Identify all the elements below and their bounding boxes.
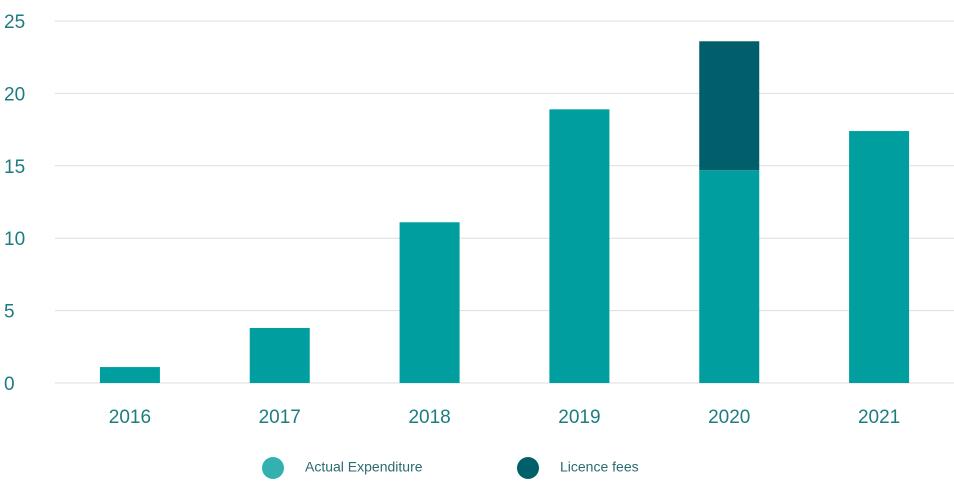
bar-segment: [399, 222, 460, 383]
x-tick-label: 2020: [708, 407, 750, 428]
x-tick-label: 2021: [858, 407, 900, 428]
y-tick-label: 5: [4, 302, 15, 323]
bar-segment: [849, 131, 910, 383]
bar-segment: [249, 327, 310, 383]
x-tick-label: 2017: [259, 407, 301, 428]
legend-swatch: [517, 457, 539, 479]
x-tick-label: 2019: [558, 407, 600, 428]
legend-label: Actual Expenditure: [305, 459, 423, 475]
y-tick-label: 0: [4, 374, 15, 395]
x-tick-label: 2016: [109, 407, 151, 428]
legend-swatch: [262, 457, 284, 479]
x-tick-label: 2018: [408, 407, 450, 428]
legend-label: Licence fees: [560, 459, 639, 475]
bar-segment: [99, 367, 160, 383]
y-tick-label: 20: [4, 84, 25, 105]
bar-segment: [699, 41, 760, 171]
y-tick-label: 10: [4, 229, 25, 250]
y-tick-label: 15: [4, 157, 25, 178]
bar-segment: [549, 109, 610, 383]
bar-segment: [699, 170, 760, 383]
y-tick-label: 25: [4, 12, 25, 33]
